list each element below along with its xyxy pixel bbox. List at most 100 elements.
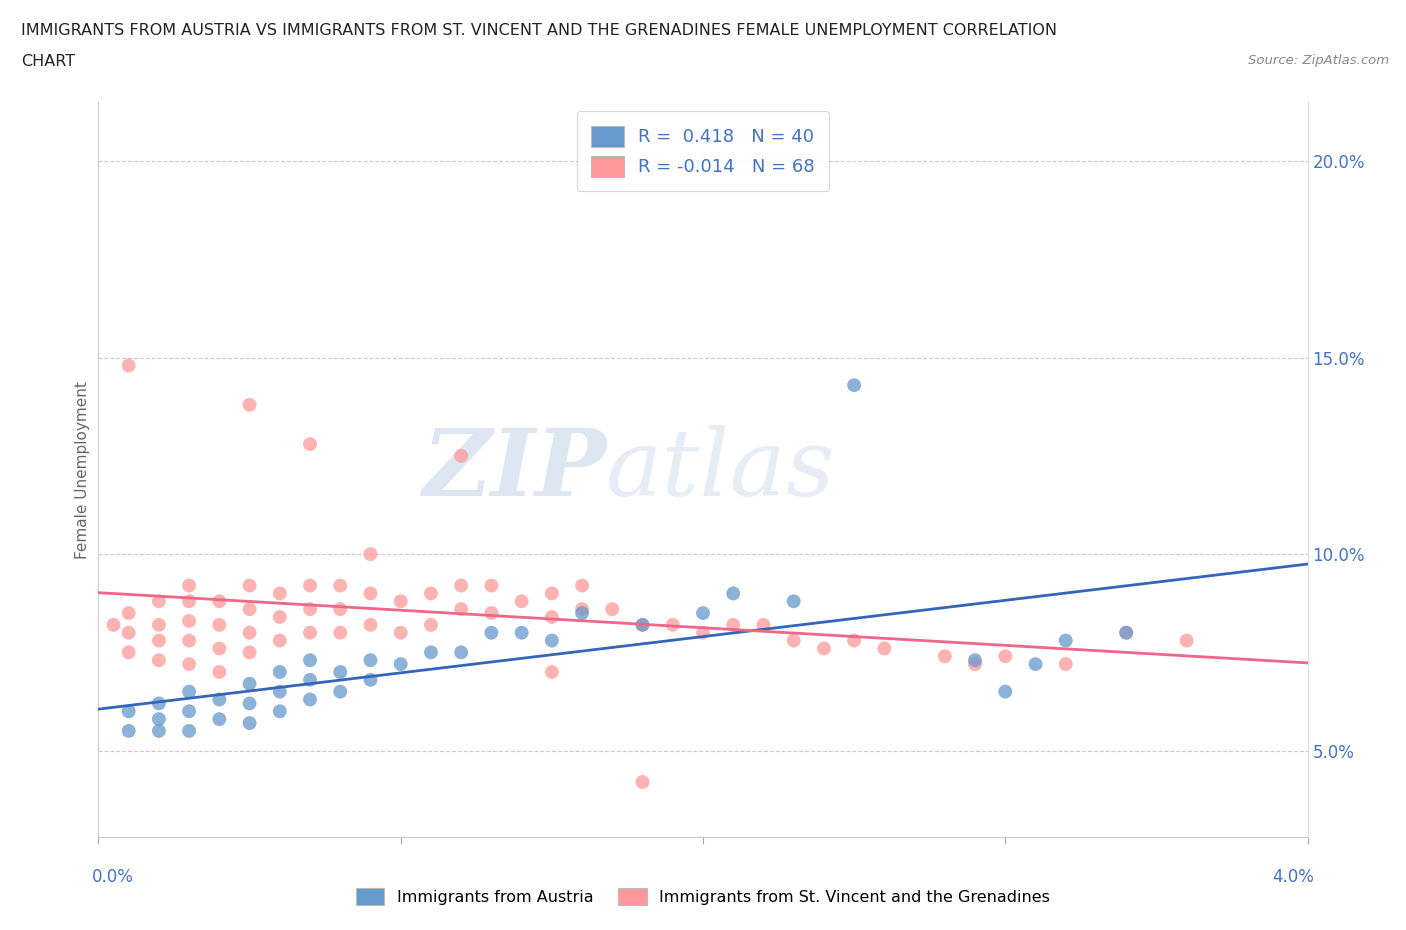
Point — [360, 653, 382, 668]
Point — [118, 625, 141, 640]
Point — [631, 618, 654, 632]
Point — [208, 692, 231, 707]
Point — [602, 602, 624, 617]
Point — [299, 672, 322, 687]
Point — [540, 586, 562, 601]
Point — [148, 594, 170, 609]
Point — [239, 625, 262, 640]
Point — [571, 602, 593, 617]
Point — [844, 378, 866, 392]
Point — [179, 633, 201, 648]
Point — [179, 657, 201, 671]
Point — [118, 724, 141, 738]
Point — [299, 437, 322, 452]
Legend: R =  0.418   N = 40, R = -0.014   N = 68: R = 0.418 N = 40, R = -0.014 N = 68 — [576, 112, 830, 191]
Point — [208, 618, 231, 632]
Point — [965, 653, 987, 668]
Point — [481, 625, 503, 640]
Point — [994, 684, 1017, 699]
Point — [450, 602, 472, 617]
Point — [510, 594, 533, 609]
Point — [179, 724, 201, 738]
Point — [269, 684, 291, 699]
Point — [1175, 633, 1198, 648]
Point — [299, 625, 322, 640]
Point — [239, 696, 262, 711]
Point — [420, 586, 443, 601]
Point — [540, 665, 562, 680]
Point — [389, 594, 412, 609]
Point — [1054, 633, 1077, 648]
Point — [179, 684, 201, 699]
Point — [1054, 657, 1077, 671]
Text: atlas: atlas — [606, 425, 835, 514]
Point — [723, 586, 745, 601]
Point — [813, 641, 835, 656]
Point — [179, 578, 201, 593]
Point — [103, 618, 125, 632]
Point — [118, 605, 141, 620]
Point — [481, 605, 503, 620]
Point — [329, 578, 352, 593]
Point — [1115, 625, 1137, 640]
Point — [148, 633, 170, 648]
Point — [118, 358, 141, 373]
Point — [269, 609, 291, 624]
Point — [631, 618, 654, 632]
Point — [420, 618, 443, 632]
Text: Source: ZipAtlas.com: Source: ZipAtlas.com — [1249, 54, 1389, 67]
Point — [723, 618, 745, 632]
Text: 4.0%: 4.0% — [1272, 868, 1315, 885]
Point — [239, 676, 262, 691]
Point — [661, 618, 683, 632]
Point — [148, 653, 170, 668]
Point — [1115, 625, 1137, 640]
Point — [239, 715, 262, 730]
Point — [994, 649, 1017, 664]
Point — [269, 586, 291, 601]
Text: ZIP: ZIP — [422, 425, 606, 514]
Point — [571, 578, 593, 593]
Point — [329, 625, 352, 640]
Point — [118, 704, 141, 719]
Point — [752, 618, 775, 632]
Point — [450, 644, 472, 659]
Point — [571, 605, 593, 620]
Point — [208, 641, 231, 656]
Point — [540, 609, 562, 624]
Point — [208, 594, 231, 609]
Point — [450, 448, 472, 463]
Point — [360, 672, 382, 687]
Point — [269, 633, 291, 648]
Point — [299, 653, 322, 668]
Point — [360, 618, 382, 632]
Point — [631, 775, 654, 790]
Point — [450, 578, 472, 593]
Point — [389, 657, 412, 671]
Point — [692, 625, 714, 640]
Point — [481, 578, 503, 593]
Point — [148, 696, 170, 711]
Text: IMMIGRANTS FROM AUSTRIA VS IMMIGRANTS FROM ST. VINCENT AND THE GRENADINES FEMALE: IMMIGRANTS FROM AUSTRIA VS IMMIGRANTS FR… — [21, 23, 1057, 38]
Y-axis label: Female Unemployment: Female Unemployment — [75, 380, 90, 559]
Point — [148, 711, 170, 726]
Point — [540, 633, 562, 648]
Point — [269, 704, 291, 719]
Point — [239, 602, 262, 617]
Point — [783, 594, 806, 609]
Point — [269, 665, 291, 680]
Point — [239, 397, 262, 412]
Point — [148, 618, 170, 632]
Point — [360, 586, 382, 601]
Point — [329, 665, 352, 680]
Point — [389, 625, 412, 640]
Point — [360, 547, 382, 562]
Legend: Immigrants from Austria, Immigrants from St. Vincent and the Grenadines: Immigrants from Austria, Immigrants from… — [347, 880, 1059, 912]
Point — [329, 602, 352, 617]
Point — [873, 641, 896, 656]
Point — [208, 665, 231, 680]
Point — [179, 614, 201, 629]
Text: CHART: CHART — [21, 54, 75, 69]
Point — [179, 704, 201, 719]
Point — [420, 644, 443, 659]
